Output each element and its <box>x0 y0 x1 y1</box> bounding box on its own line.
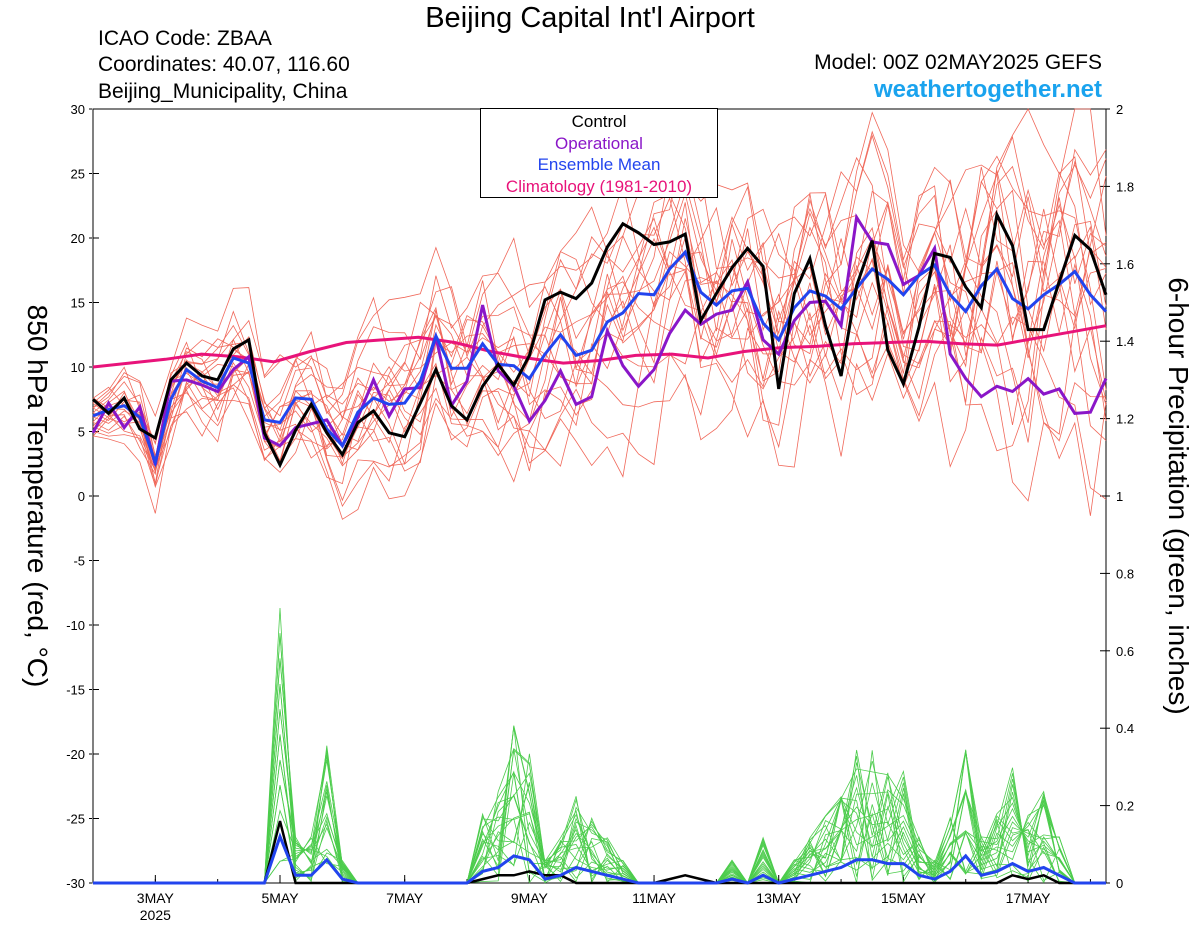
left-tick-label: -10 <box>66 618 85 633</box>
left-tick-label: 25 <box>71 167 85 182</box>
right-tick-label: 1.4 <box>1116 334 1134 349</box>
ensemble-member-precip-line <box>93 633 1106 884</box>
right-tick-label: 1.2 <box>1116 412 1134 427</box>
left-tick-label: -20 <box>66 747 85 762</box>
coordinates: Coordinates: 40.07, 116.60 <box>98 53 350 76</box>
left-tick-label: 15 <box>71 296 85 311</box>
ensemble-member-temp-line <box>92 166 1107 441</box>
right-tick-label: 1 <box>1116 489 1123 504</box>
x-tick-sublabel: 2025 <box>140 907 171 923</box>
right-tick-label: 0.2 <box>1116 799 1134 814</box>
icao-code: ICAO Code: ZBAA <box>98 27 272 50</box>
right-tick-label: 2 <box>1116 102 1123 117</box>
x-tick-label: 13MAY <box>756 890 802 906</box>
right-tick-label: 0.8 <box>1116 566 1134 581</box>
ensemble-member-temp-line <box>92 158 1107 472</box>
right-tick-label: 0.4 <box>1116 721 1134 736</box>
left-tick-label: 30 <box>71 102 85 117</box>
right-tick-label: 1.6 <box>1116 257 1134 272</box>
x-tick-label: 3MAY <box>137 890 175 906</box>
left-tick-label: -15 <box>66 683 85 698</box>
left-tick-label: -25 <box>66 812 85 827</box>
region: Beijing_Municipality, China <box>98 80 348 103</box>
x-tick-label: 5MAY <box>261 890 299 906</box>
legend: Control Operational Ensemble Mean Climat… <box>480 108 718 198</box>
left-tick-label: 10 <box>71 360 85 375</box>
x-tick-label: 17MAY <box>1006 890 1052 906</box>
right-tick-label: 1.8 <box>1116 179 1134 194</box>
left-tick-label: 20 <box>71 231 85 246</box>
site-link[interactable]: weathertogether.net <box>873 76 1102 103</box>
x-tick-label: 11MAY <box>632 890 676 906</box>
x-tick-label: 9MAY <box>511 890 549 906</box>
legend-operational: Operational <box>555 133 643 153</box>
control-temp-line <box>91 210 1108 469</box>
x-tick-label: 15MAY <box>881 890 927 906</box>
left-tick-label: -5 <box>73 554 85 569</box>
x-tick-label: 7MAY <box>386 890 424 906</box>
legend-climatology: Climatology (1981-2010) <box>505 176 693 196</box>
ensemble-member-temp-line <box>92 237 1107 516</box>
ensemble-member-temp-line <box>92 148 1107 468</box>
right-tick-label: 0 <box>1116 876 1123 891</box>
right-tick-label: 0.6 <box>1116 644 1134 659</box>
ensemble-member-precip-line <box>93 745 1106 884</box>
left-tick-label: 5 <box>78 425 85 440</box>
legend-mean: Ensemble Mean <box>537 155 661 174</box>
plot-frame <box>92 108 1107 884</box>
model-run: Model: 00Z 02MAY2025 GEFS <box>814 51 1102 74</box>
ensemble-member-temp-line <box>92 180 1107 489</box>
ensemble-member-temp-line <box>92 197 1107 485</box>
chart-title: Beijing Capital Int'l Airport <box>425 2 755 34</box>
legend-control: Control <box>571 112 627 131</box>
ensemble-member-temp-line <box>92 200 1107 484</box>
mean-precip-line <box>93 832 1106 885</box>
ensemble-member-temp-line <box>92 134 1107 478</box>
left-tick-label: -30 <box>66 876 85 891</box>
ensemble-member-precip-line <box>93 633 1106 884</box>
left-tick-label: 0 <box>78 489 85 504</box>
